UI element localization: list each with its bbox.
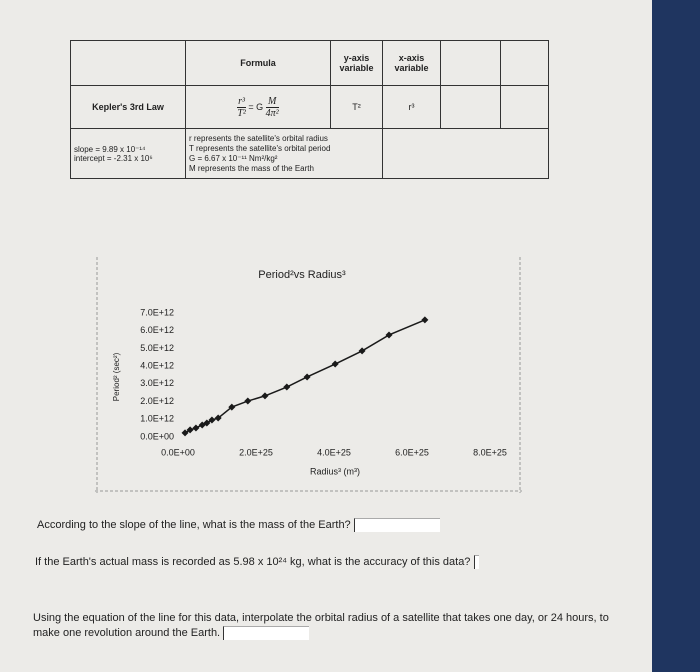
table-row: Kepler's 3rd Law r³ T² = G M 4π² T² r³ [70,85,549,129]
table-row: slope = 9.89 x 10⁻¹⁴ intercept = -2.31 x … [70,128,549,179]
table-header: Formula [185,40,331,86]
table-header: x-axis variable [382,40,441,86]
data-point [261,392,269,400]
y-tick-label: 1.0E+12 [140,414,174,424]
table-cell: Kepler's 3rd Law [70,85,186,129]
x-tick-label: 2.0E+25 [239,447,273,457]
formula-part: r³ [237,95,246,108]
y-tick-label: 5.0E+12 [140,343,174,353]
question: Using the equation of the line for this … [33,611,613,641]
data-point [331,360,339,368]
definition: T represents the satellite's orbital per… [189,143,331,153]
y-axis-label: Period² (sec²) [112,352,121,401]
data-point [283,383,291,391]
x-axis-label: Radius³ (m³) [310,466,360,476]
table-cell [440,85,501,129]
fraction: M 4π² [265,96,279,119]
x-tick-label: 6.0E+25 [395,447,429,457]
data-point [208,416,216,424]
table-cell [70,40,186,86]
data-line [184,319,426,434]
answer-box[interactable] [473,555,479,570]
table-cell: r represents the satellite's orbital rad… [185,128,383,179]
table-row: Formula y-axis variable x-axis variable [70,40,549,86]
data-point [358,347,366,355]
formula-part: M [265,96,279,108]
definition: r represents the satellite's orbital rad… [189,133,328,143]
y-tick-label: 6.0E+12 [140,325,174,335]
question-text: If the Earth's actual mass is recorded a… [35,556,471,568]
data-point [244,397,252,405]
table-cell [500,40,549,86]
question-text: Using the equation of the line for this … [33,612,609,639]
table-cell: r³ T² = G M 4π² [185,85,331,129]
answer-box[interactable] [353,518,440,533]
y-tick-label: 2.0E+12 [140,396,174,406]
fit-text: slope = 9.89 x 10⁻¹⁴ [74,144,146,154]
y-tick-label: 0.0E+00 [140,431,174,441]
question: If the Earth's actual mass is recorded a… [35,555,485,570]
data-point [203,419,211,427]
fraction: r³ T² [237,96,246,119]
question-text: According to the slope of the line, what… [37,519,351,531]
data-point [181,429,189,437]
x-tick-label: 8.0E+25 [473,447,507,457]
table-cell: T² [330,85,383,129]
formula-part: 4π² [265,107,279,119]
table-cell: r³ [382,85,441,129]
definition: M represents the mass of the Earth [189,163,314,173]
y-tick-label: 4.0E+12 [140,361,174,371]
data-point [421,316,429,324]
table-header: y-axis variable [330,40,383,86]
definition: G = 6.67 x 10⁻¹¹ Nm²/kg² [189,153,278,163]
data-point [303,373,311,381]
y-tick-label: 3.0E+12 [140,378,174,388]
fit-text: intercept = -2.31 x 10⁶ [74,153,153,163]
table-cell [382,128,549,179]
formula-part: T² [237,107,246,119]
x-tick-label: 4.0E+25 [317,447,351,457]
data-point [228,403,236,411]
data-point [214,414,222,422]
y-tick-label: 7.0E+12 [140,307,174,317]
answer-box[interactable] [223,626,310,641]
question: According to the slope of the line, what… [37,518,440,533]
chart-border [95,257,522,493]
data-table: Formula y-axis variable x-axis variable … [70,40,549,179]
chart-title: Period²vs Radius³ [258,269,346,281]
background-edge [652,0,700,672]
data-point [385,331,393,339]
data-point [192,424,200,432]
formula-part: = G [248,101,264,112]
chart: Period²vs Radius³ Radius³ (m³) Period² (… [95,257,522,493]
x-tick-label: 0.0E+00 [161,447,195,457]
table-cell [440,40,501,86]
table-cell [500,85,549,129]
table-cell: slope = 9.89 x 10⁻¹⁴ intercept = -2.31 x … [70,128,186,179]
data-point [186,426,194,434]
